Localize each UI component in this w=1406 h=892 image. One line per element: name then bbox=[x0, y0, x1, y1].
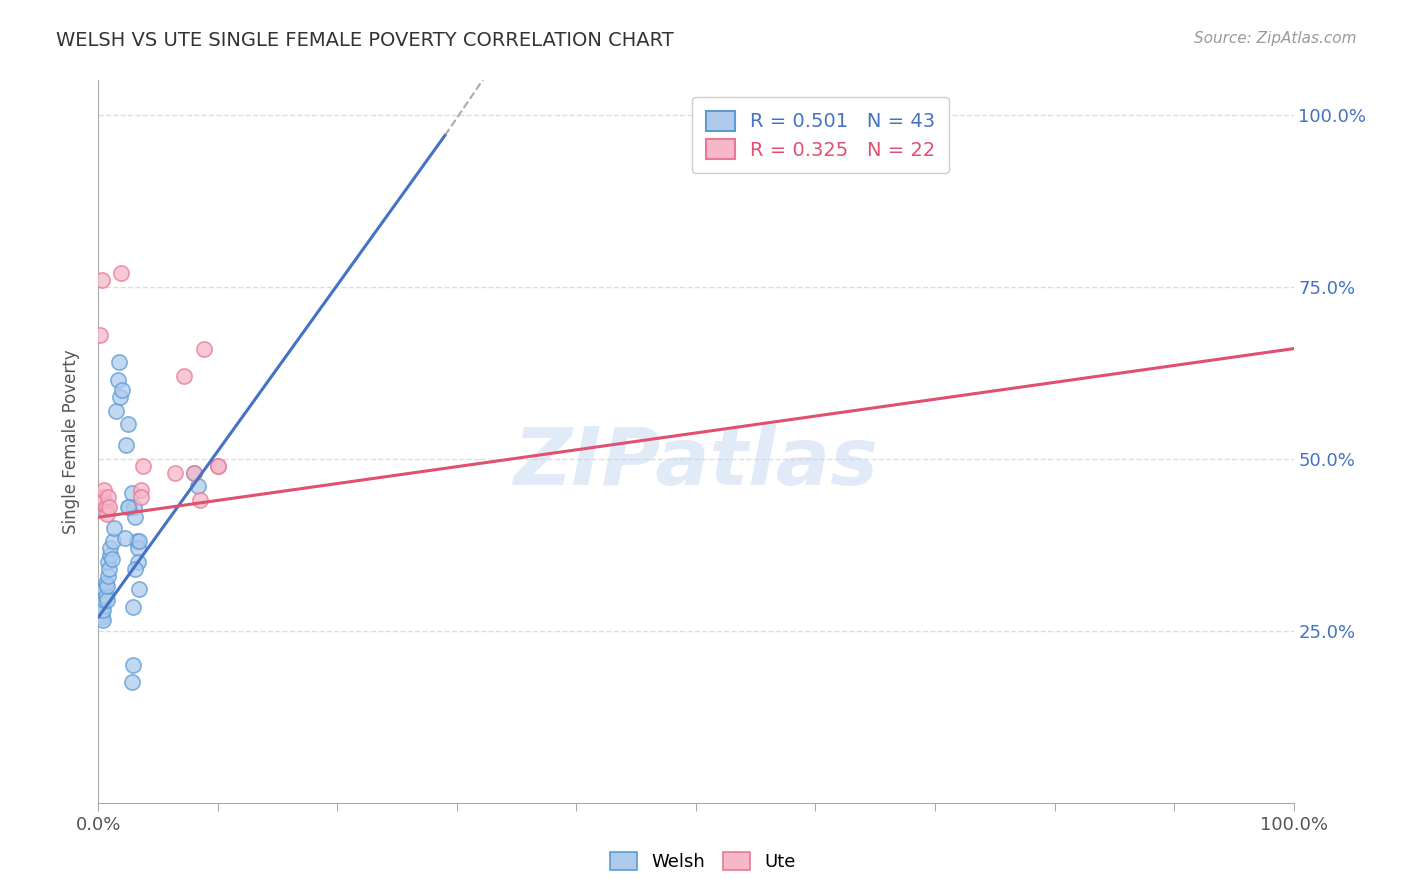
Point bbox=[173, 369, 195, 384]
Point bbox=[101, 534, 124, 549]
Point bbox=[91, 273, 114, 287]
Point bbox=[108, 390, 131, 404]
Point bbox=[90, 493, 112, 508]
Point bbox=[93, 483, 115, 497]
Point bbox=[98, 541, 122, 556]
Point bbox=[91, 614, 114, 628]
Point bbox=[98, 548, 122, 562]
Point bbox=[89, 327, 111, 342]
Point bbox=[193, 342, 215, 356]
Point bbox=[117, 500, 139, 514]
Point bbox=[188, 493, 211, 508]
Point bbox=[100, 551, 122, 566]
Text: ZIPatlas: ZIPatlas bbox=[513, 425, 879, 502]
Point bbox=[121, 486, 143, 500]
Point bbox=[183, 466, 205, 480]
Point bbox=[131, 483, 153, 497]
Point bbox=[121, 675, 143, 690]
Point bbox=[110, 266, 132, 280]
Point bbox=[131, 490, 153, 504]
Point bbox=[128, 582, 150, 597]
Point bbox=[163, 466, 186, 480]
Point bbox=[128, 534, 150, 549]
Point bbox=[96, 507, 118, 521]
Point bbox=[114, 531, 136, 545]
Point bbox=[122, 599, 145, 614]
Point bbox=[111, 383, 134, 397]
Point bbox=[97, 490, 120, 504]
Text: Source: ZipAtlas.com: Source: ZipAtlas.com bbox=[1194, 31, 1357, 46]
Point bbox=[117, 417, 139, 432]
Point bbox=[207, 458, 229, 473]
Point bbox=[94, 590, 117, 604]
Text: WELSH VS UTE SINGLE FEMALE POVERTY CORRELATION CHART: WELSH VS UTE SINGLE FEMALE POVERTY CORRE… bbox=[56, 31, 673, 50]
Point bbox=[105, 403, 128, 417]
Point bbox=[124, 500, 146, 514]
Point bbox=[90, 607, 112, 621]
Point bbox=[93, 592, 115, 607]
Point bbox=[131, 458, 153, 473]
Point bbox=[125, 534, 148, 549]
Point bbox=[124, 510, 146, 524]
Point bbox=[103, 520, 125, 534]
Point bbox=[91, 603, 114, 617]
Point bbox=[107, 355, 129, 369]
Point bbox=[98, 500, 121, 514]
Point bbox=[94, 575, 117, 590]
Point bbox=[93, 582, 115, 597]
Point bbox=[207, 458, 229, 473]
Point bbox=[96, 579, 118, 593]
Point bbox=[118, 500, 141, 514]
Point bbox=[96, 592, 118, 607]
Point bbox=[187, 479, 209, 493]
Point bbox=[127, 555, 149, 569]
Point bbox=[115, 438, 138, 452]
Point bbox=[91, 490, 114, 504]
Point bbox=[97, 568, 120, 582]
Point bbox=[127, 541, 149, 556]
Legend: R = 0.501   N = 43, R = 0.325   N = 22: R = 0.501 N = 43, R = 0.325 N = 22 bbox=[692, 97, 949, 173]
Point bbox=[124, 562, 146, 576]
Y-axis label: Single Female Poverty: Single Female Poverty bbox=[62, 350, 80, 533]
Point bbox=[98, 562, 121, 576]
Point bbox=[91, 496, 114, 510]
Point bbox=[93, 493, 115, 508]
Point bbox=[183, 466, 205, 480]
Point bbox=[91, 610, 114, 624]
Point bbox=[122, 658, 145, 673]
Point bbox=[94, 500, 117, 514]
Point bbox=[91, 599, 114, 614]
Point bbox=[107, 373, 129, 387]
Point bbox=[97, 555, 120, 569]
Legend: Welsh, Ute: Welsh, Ute bbox=[603, 845, 803, 879]
